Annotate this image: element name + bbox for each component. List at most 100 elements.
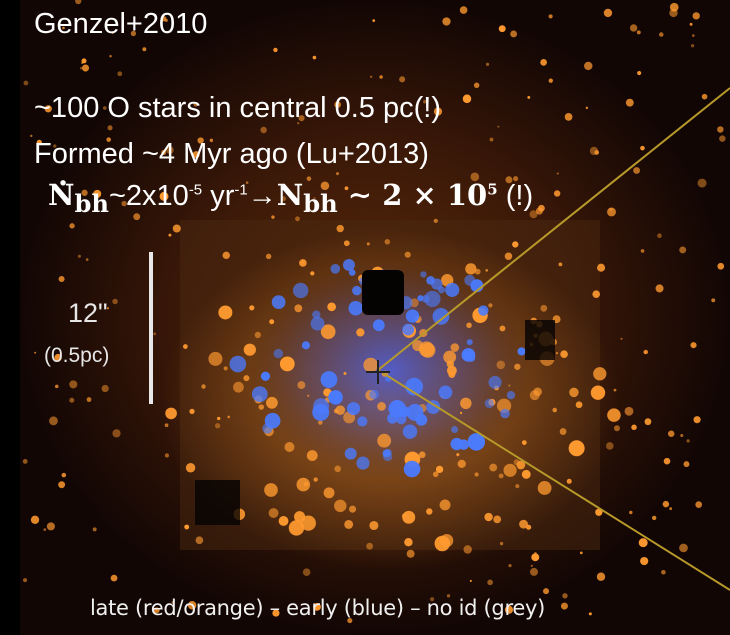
star: [506, 390, 516, 400]
o-star-note: ~100 O stars in central 0.5 pc(!): [34, 92, 441, 124]
star: [54, 353, 62, 362]
star: [467, 433, 486, 451]
star: [432, 471, 439, 478]
star: [540, 59, 547, 66]
star: [193, 101, 199, 107]
star: [312, 310, 321, 319]
star: [201, 384, 206, 389]
star: [288, 520, 305, 536]
star: [525, 524, 532, 530]
star: [281, 196, 287, 202]
star: [510, 30, 518, 38]
star: [405, 377, 424, 396]
star: [555, 352, 559, 355]
star: [461, 348, 476, 362]
star: [613, 388, 617, 392]
star: [442, 17, 451, 26]
star: [297, 122, 300, 125]
star: [320, 371, 338, 388]
star: [466, 322, 472, 329]
star: [505, 176, 513, 184]
star: [388, 400, 407, 418]
star: [320, 324, 336, 340]
star: [34, 351, 37, 354]
count-exponent: 5: [487, 180, 498, 199]
star: [531, 553, 540, 562]
star: [680, 434, 684, 438]
star: [301, 341, 310, 350]
star: [644, 418, 652, 426]
star: [640, 249, 645, 253]
count-subscript: bh: [303, 188, 338, 218]
star: [133, 213, 141, 221]
star: [548, 14, 553, 19]
star: [192, 151, 200, 159]
star: [313, 602, 321, 611]
star: [197, 137, 204, 144]
star: [243, 343, 256, 356]
star: [184, 524, 190, 530]
star: [298, 115, 305, 122]
star: [77, 254, 81, 258]
star: [496, 398, 512, 413]
rate-unit: yr: [202, 180, 235, 212]
star: [418, 451, 426, 459]
star: [537, 481, 552, 495]
star: [269, 319, 275, 325]
star: [568, 440, 585, 457]
star: [499, 325, 506, 332]
star: [273, 47, 278, 53]
star: [433, 107, 443, 116]
star: [229, 355, 247, 373]
count-value: ∼ 2 × 10: [337, 178, 488, 212]
star: [717, 262, 725, 270]
star: [451, 426, 459, 433]
star: [512, 241, 519, 248]
star: [271, 215, 275, 219]
star: [695, 501, 703, 508]
star: [214, 423, 221, 429]
star: [159, 191, 169, 201]
star: [348, 301, 363, 316]
star: [590, 385, 606, 400]
star: [446, 594, 451, 598]
star: [669, 507, 673, 511]
star: [164, 453, 169, 458]
star: [271, 295, 286, 309]
star: [689, 22, 693, 26]
star: [384, 239, 391, 245]
star: [372, 319, 385, 332]
star: [683, 461, 690, 468]
star: [529, 210, 538, 219]
star: [342, 258, 355, 271]
star: [405, 309, 420, 323]
star: [533, 387, 542, 397]
star: [559, 428, 567, 435]
star: [379, 75, 383, 79]
exclamation: (!): [497, 180, 534, 212]
star: [187, 601, 197, 610]
star: [431, 278, 443, 290]
star: [440, 533, 454, 548]
star: [330, 263, 341, 274]
star: [450, 343, 460, 352]
star: [415, 414, 428, 426]
star: [711, 298, 716, 303]
star: [268, 508, 279, 518]
star: [500, 408, 510, 419]
star: [606, 442, 614, 450]
star: [43, 528, 47, 532]
star: [377, 433, 392, 448]
star: [469, 579, 472, 583]
star: [172, 224, 181, 233]
star: [497, 125, 500, 128]
star: [560, 602, 568, 610]
star: [377, 402, 386, 411]
star: [474, 472, 479, 477]
star: [596, 572, 606, 581]
star: [493, 515, 502, 524]
star: [153, 607, 160, 614]
star: [643, 350, 647, 354]
star: [273, 348, 284, 359]
